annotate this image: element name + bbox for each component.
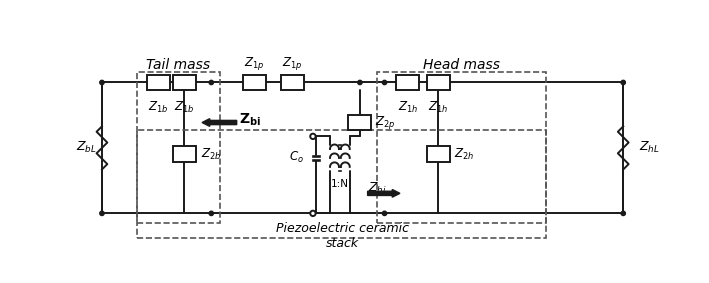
Circle shape [621, 80, 625, 85]
Circle shape [382, 211, 386, 216]
Text: $Z_{1b}$: $Z_{1b}$ [174, 100, 194, 115]
Text: $Z_{2b}$: $Z_{2b}$ [201, 147, 222, 162]
Circle shape [311, 211, 316, 216]
Text: Tail mass: Tail mass [146, 58, 211, 72]
Text: Piezoelectric ceramic
stack: Piezoelectric ceramic stack [276, 222, 408, 250]
Circle shape [100, 211, 104, 216]
Bar [147, 75, 169, 90]
Text: $Z_{hi}$: $Z_{hi}$ [367, 181, 386, 196]
Text: $Z_{1h}$: $Z_{1h}$ [398, 100, 418, 115]
Text: $Z_{1b}$: $Z_{1b}$ [148, 100, 168, 115]
Text: $Z_{bL}$: $Z_{bL}$ [76, 140, 97, 155]
Bar [281, 75, 303, 90]
Text: Head mass: Head mass [423, 58, 500, 72]
Bar [173, 75, 196, 90]
Text: 1:N: 1:N [331, 179, 349, 189]
Bar [348, 115, 372, 130]
Bar [427, 75, 450, 90]
Circle shape [209, 80, 213, 85]
Text: $\mathbf{Z_{bi}}$: $\mathbf{Z_{bi}}$ [239, 111, 261, 128]
Bar [243, 75, 266, 90]
Text: $Z_{1p}$: $Z_{1p}$ [244, 55, 264, 72]
Bar [173, 146, 196, 162]
Circle shape [311, 134, 316, 139]
Text: $Z_{1p}$: $Z_{1p}$ [282, 55, 302, 72]
Text: $Z_{2h}$: $Z_{2h}$ [454, 147, 474, 162]
Circle shape [358, 80, 362, 85]
Circle shape [209, 211, 213, 216]
Circle shape [382, 80, 386, 85]
Bar [396, 75, 419, 90]
Text: $C_o$: $C_o$ [289, 150, 303, 166]
Text: $Z_{hL}$: $Z_{hL}$ [639, 140, 659, 155]
Circle shape [621, 211, 625, 216]
Text: $Z_{1h}$: $Z_{1h}$ [428, 100, 449, 115]
Text: $Z_{2p}$: $Z_{2p}$ [375, 114, 396, 131]
Bar [427, 146, 450, 162]
FancyArrow shape [367, 190, 400, 197]
FancyArrow shape [202, 119, 237, 127]
Circle shape [100, 80, 104, 85]
